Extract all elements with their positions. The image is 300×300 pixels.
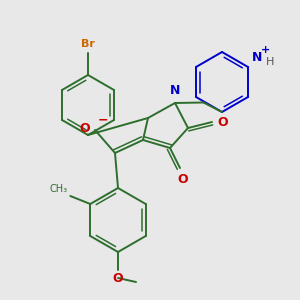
Text: +: + [261, 45, 270, 55]
Text: CH₃: CH₃ [49, 184, 67, 194]
Text: Br: Br [81, 39, 95, 49]
Text: O: O [113, 272, 123, 285]
Text: −: − [98, 113, 109, 127]
Text: N: N [170, 84, 180, 97]
Text: O: O [217, 116, 228, 128]
Text: O: O [80, 122, 90, 134]
Text: O: O [178, 173, 188, 186]
Text: N: N [252, 51, 262, 64]
Text: H: H [266, 57, 275, 67]
